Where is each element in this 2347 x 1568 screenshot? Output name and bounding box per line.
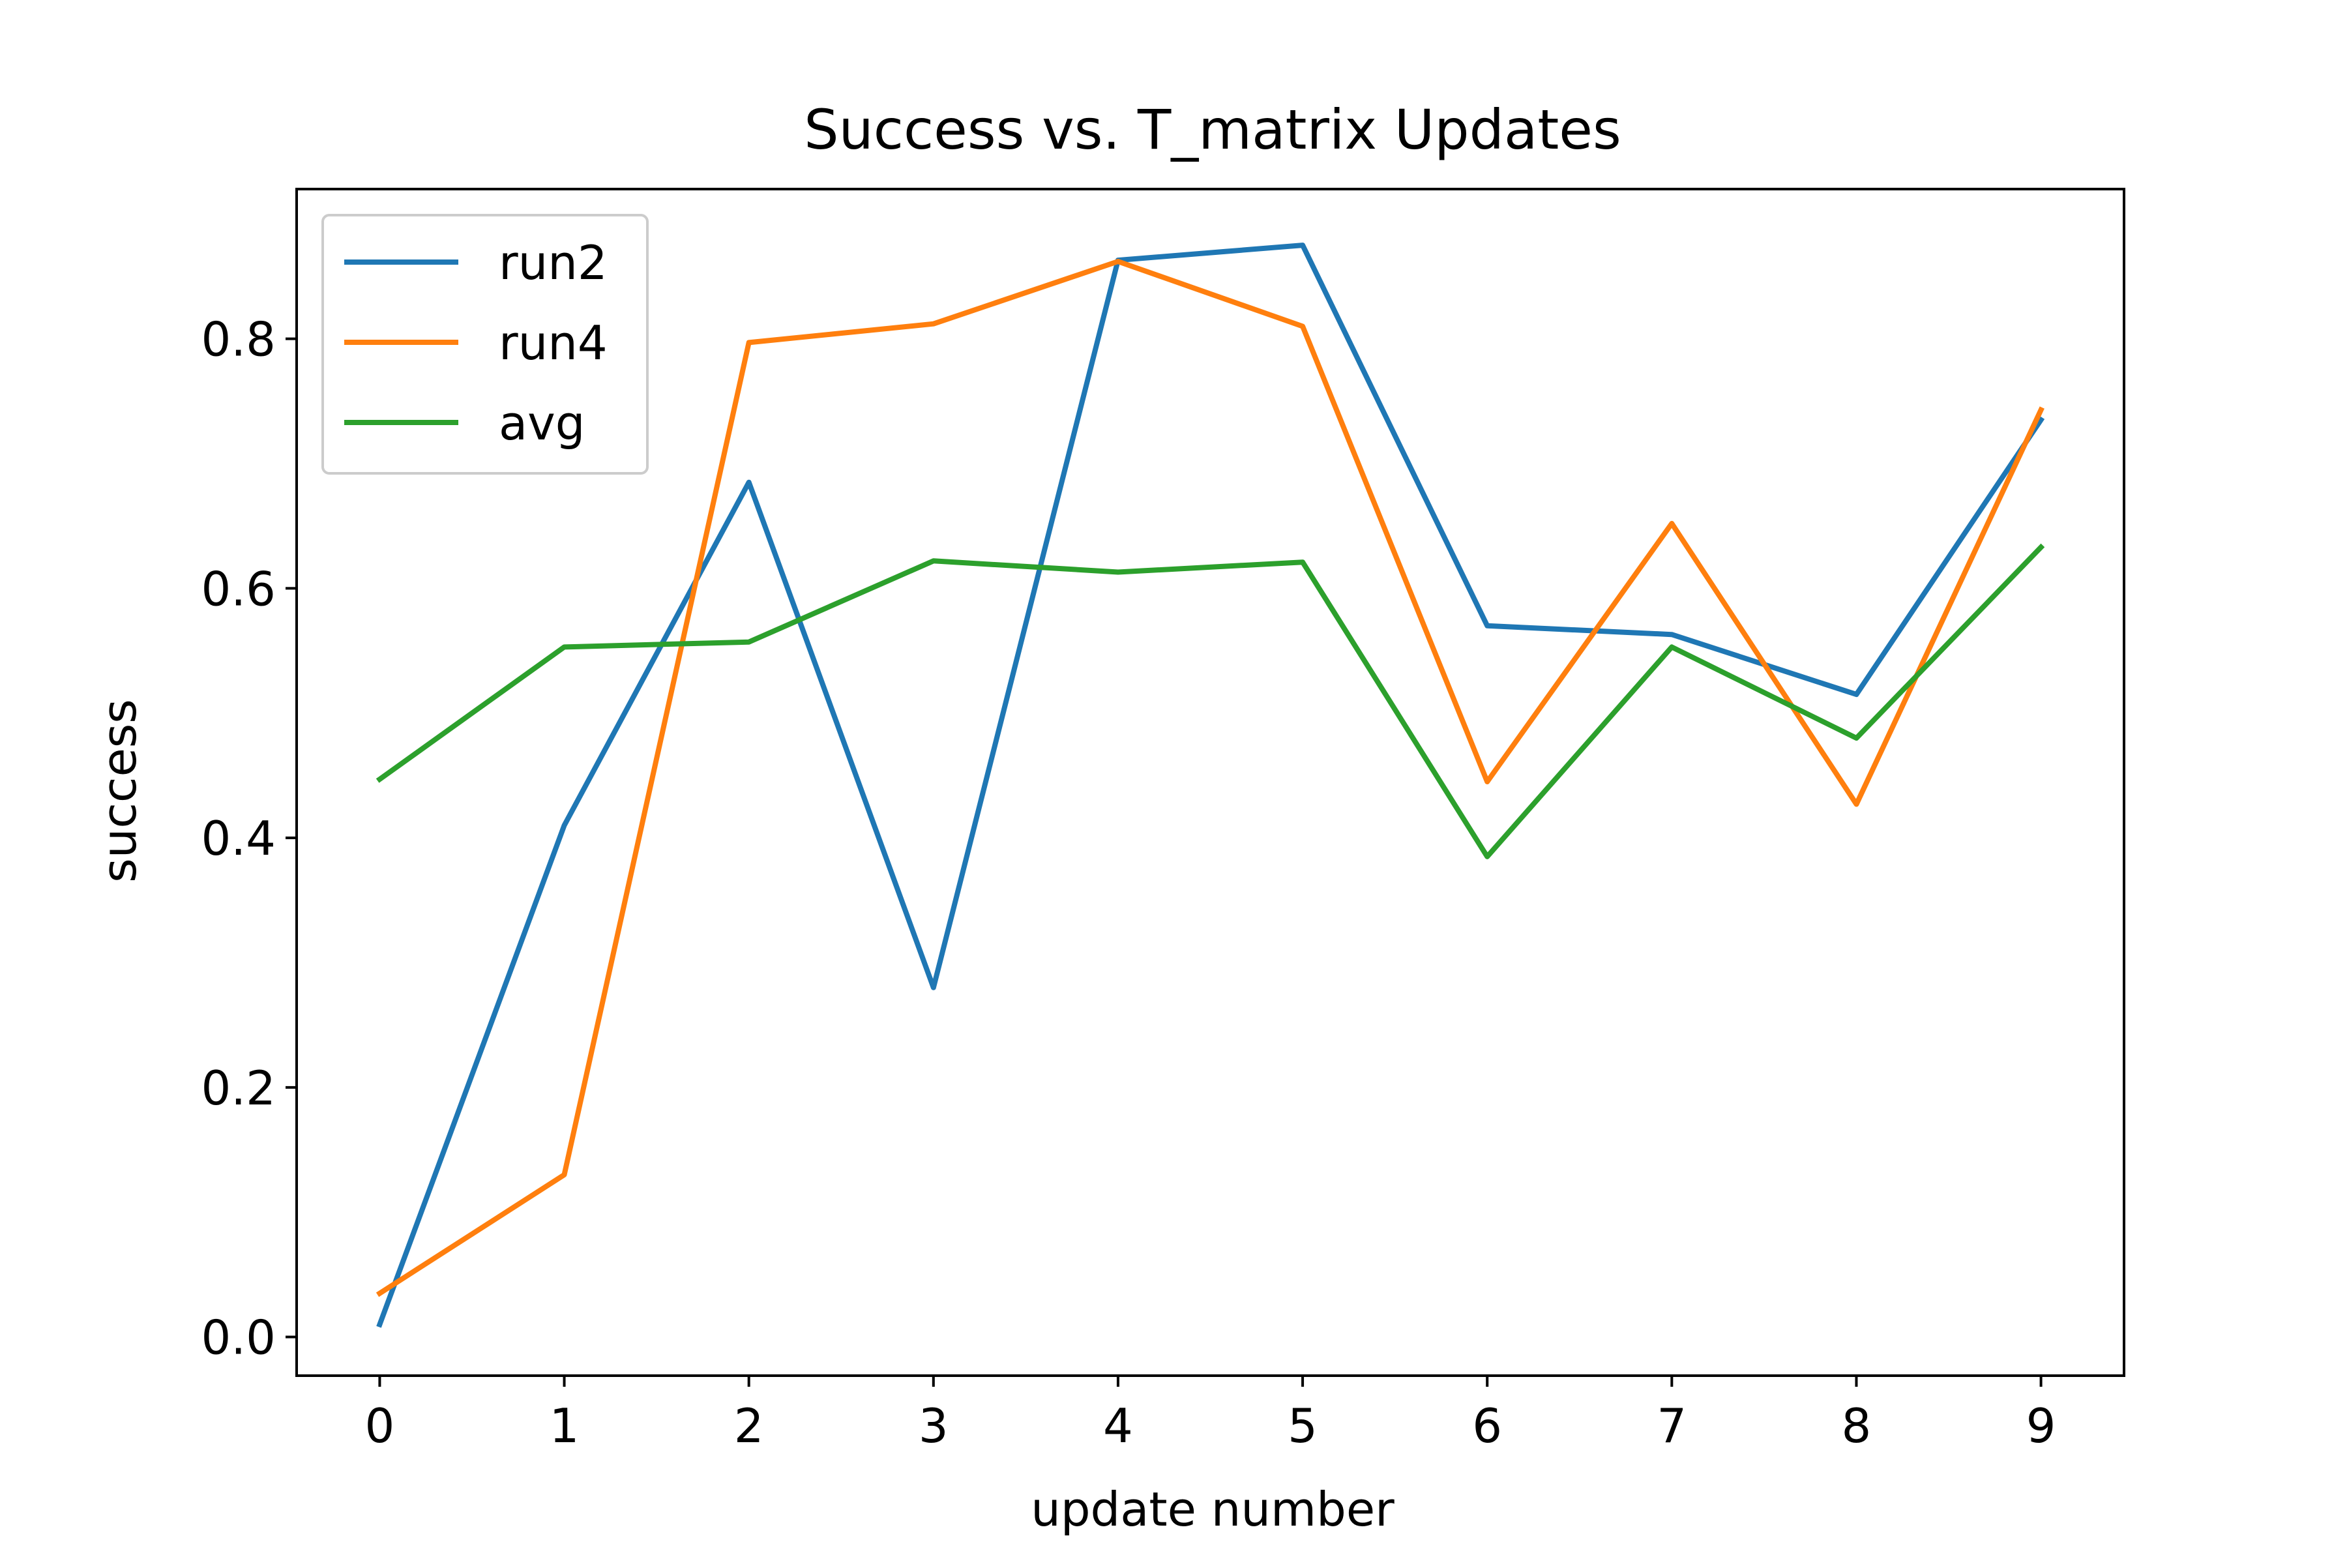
y-tick-label: 0.8 bbox=[201, 312, 276, 367]
legend-label-run4: run4 bbox=[499, 316, 608, 370]
legend-label-avg: avg bbox=[499, 396, 585, 451]
x-tick-label: 3 bbox=[919, 1398, 949, 1453]
y-axis-label: success bbox=[92, 699, 147, 883]
x-tick-label: 9 bbox=[2026, 1398, 2056, 1453]
x-tick-label: 4 bbox=[1103, 1398, 1133, 1453]
x-tick-label: 7 bbox=[1657, 1398, 1687, 1453]
x-tick-label: 1 bbox=[550, 1398, 580, 1453]
x-axis-label: update number bbox=[1031, 1482, 1395, 1537]
x-tick-label: 6 bbox=[1472, 1398, 1502, 1453]
legend: run2 run4 avg bbox=[323, 215, 647, 473]
chart-title: Success vs. T_matrix Updates bbox=[804, 98, 1621, 162]
x-tick-label: 8 bbox=[1842, 1398, 1872, 1453]
x-tick-label: 5 bbox=[1288, 1398, 1318, 1453]
legend-label-run2: run2 bbox=[499, 235, 608, 290]
x-tick-label: 2 bbox=[734, 1398, 764, 1453]
y-tick-label: 0.6 bbox=[201, 561, 276, 616]
x-tick-label: 0 bbox=[365, 1398, 395, 1453]
y-tick-label: 0.4 bbox=[201, 811, 276, 866]
y-tick-label: 0.2 bbox=[201, 1061, 276, 1116]
y-tick-label: 0.0 bbox=[201, 1310, 276, 1365]
